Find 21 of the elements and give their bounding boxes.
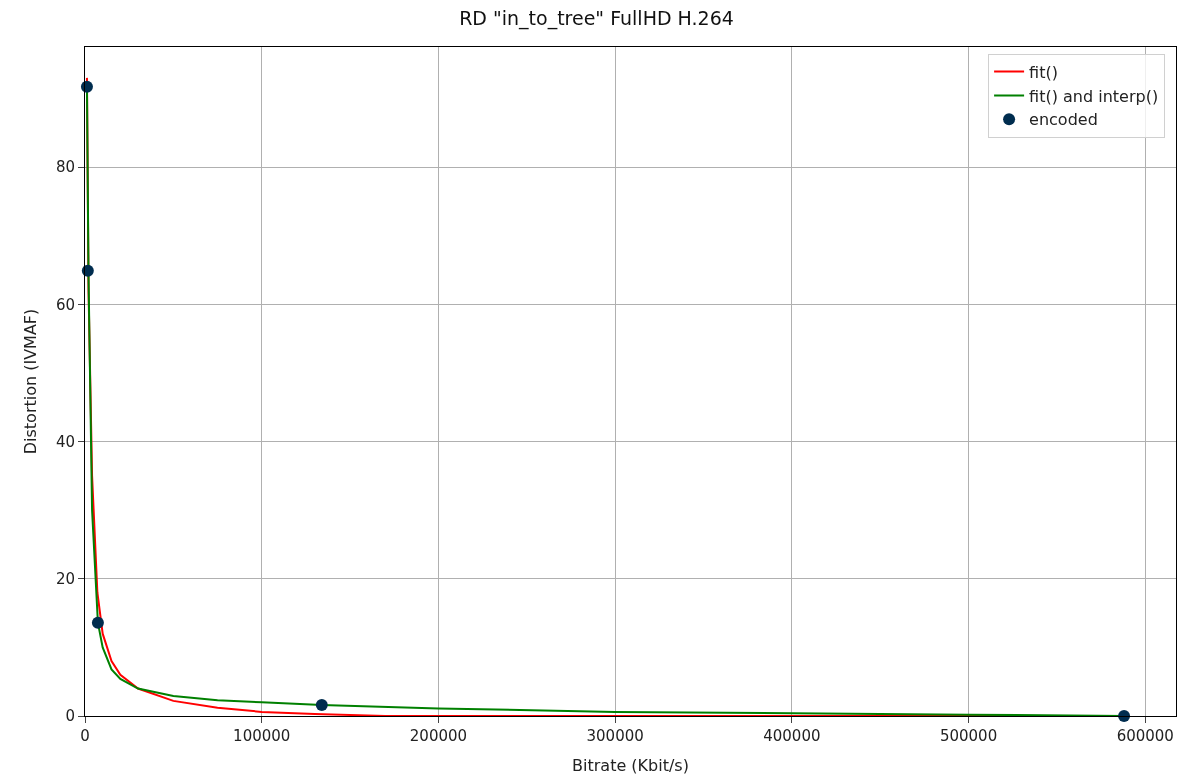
y-axis-title: Distortion (IVMAF)	[20, 308, 40, 455]
legend-label: encoded	[1029, 110, 1098, 130]
point	[80, 80, 93, 93]
legend-label: fit() and interp()	[1029, 86, 1159, 106]
y-tick-label: 60	[55, 295, 75, 314]
x-tick-label: 400000	[763, 727, 821, 745]
legend-label: fit()	[1029, 62, 1058, 82]
point	[91, 616, 104, 629]
x-tick-label: 300000	[586, 727, 644, 745]
x-axis-title: Bitrate (Kbit/s)	[572, 755, 689, 775]
x-tick-label: 500000	[939, 727, 998, 745]
point	[315, 699, 328, 712]
y-tick-label: 0	[65, 707, 75, 726]
x-tick-label: 0	[80, 727, 90, 745]
y-tick-label: 80	[55, 158, 75, 177]
x-tick-label: 200000	[409, 727, 468, 745]
y-tick-label: 40	[55, 432, 75, 451]
x-tick-label: 100000	[233, 727, 291, 745]
x-tick-label: 600000	[1116, 727, 1174, 745]
chart-title: RD "in_to_tree" FullHD H.264	[459, 7, 734, 31]
y-tick-label: 20	[55, 570, 75, 589]
